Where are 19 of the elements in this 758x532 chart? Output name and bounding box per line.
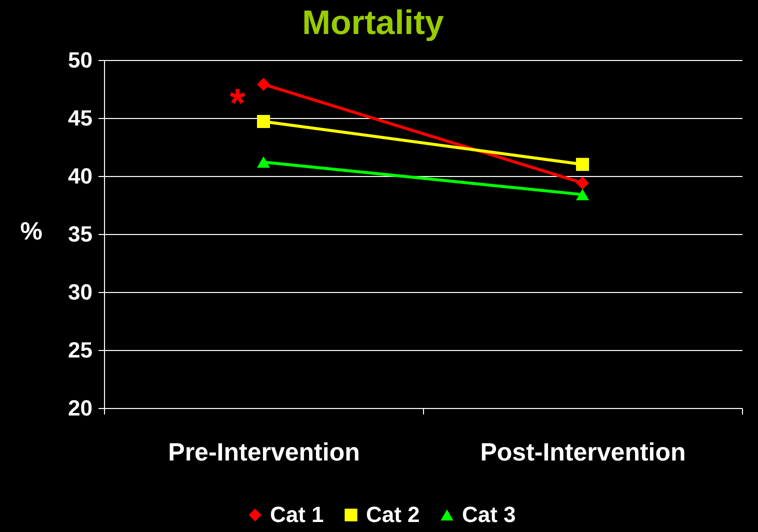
- point: [576, 158, 590, 171]
- point: [576, 176, 590, 190]
- y-tick-label: 25: [68, 338, 92, 362]
- y-tick-label: 20: [68, 396, 92, 420]
- y-axis-title: %: [20, 218, 42, 246]
- legend-label: Cat 2: [366, 502, 420, 527]
- y-tick-label: 45: [68, 106, 92, 130]
- legend-label: Cat 1: [270, 502, 324, 527]
- y-tick-label: 35: [68, 222, 92, 246]
- y-tick-label: 30: [68, 280, 92, 304]
- legend-label: Cat 3: [462, 502, 516, 527]
- y-tick-label: 40: [68, 164, 92, 188]
- x-tick-label: Pre-Intervention: [168, 438, 360, 466]
- chart-title: Mortality: [302, 4, 444, 42]
- x-tick-label: Post-Intervention: [480, 438, 686, 466]
- point: [256, 78, 270, 91]
- point: [256, 114, 270, 128]
- y-tick-label: 50: [68, 48, 92, 72]
- annotation: *: [230, 81, 246, 126]
